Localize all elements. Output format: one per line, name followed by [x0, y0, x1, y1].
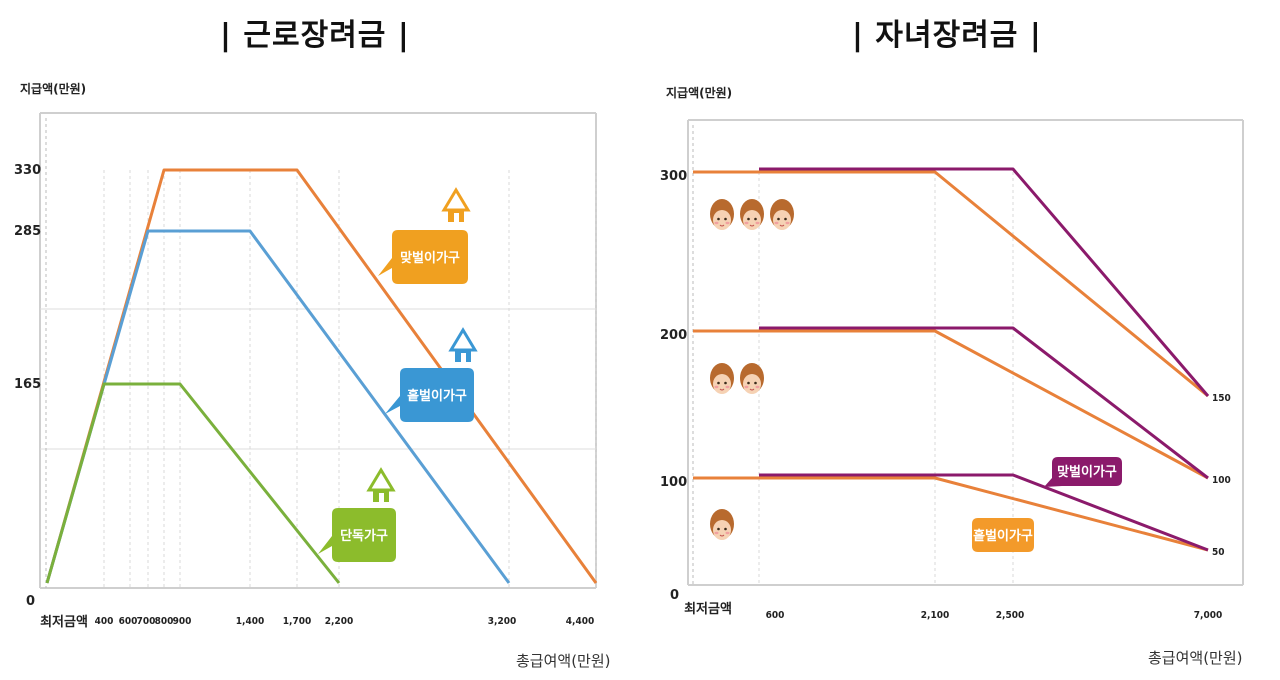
bubble-double-income-purple-label: 맞벌이가구 [1057, 464, 1117, 480]
left-series-lines [45, 168, 598, 584]
left-x-tick-label: 1,400 [236, 616, 264, 627]
left-y-axis-label: 지급액(만원) [20, 82, 87, 96]
right-y-tick-label: 300 [660, 169, 687, 184]
right-plot-frame [687, 119, 1244, 586]
right-x-axis-label: 총급여액(만원) [1148, 649, 1243, 667]
right-series-line-0-1 [759, 326, 1209, 480]
bubble-single-income-orange: 홑벌이가구 [972, 518, 1034, 552]
left-x-tick-label: 900 [173, 616, 192, 627]
right-series-line-0-0 [759, 167, 1210, 397]
child-face-icon [770, 199, 794, 230]
house-icon [441, 187, 471, 222]
right-series-lines [693, 167, 1210, 552]
left-plot-frame [39, 112, 597, 589]
right-x-tick-label: 7,000 [1194, 610, 1222, 621]
right-y-tick-label: 200 [660, 328, 687, 343]
right-series-line-1-0 [693, 170, 1209, 398]
left-series-line-2 [45, 382, 341, 584]
right-chart-title: | 자녀장려금 | [852, 18, 1042, 53]
left-x-tick-label: 700 [137, 616, 156, 627]
left-x-tick-label: 800 [155, 616, 174, 627]
left-x-tick-label: 4,400 [566, 616, 594, 627]
left-x-tick-label: 600 [119, 616, 138, 627]
child-face-icon [740, 363, 764, 394]
right-y-axis-label: 지급액(만원) [666, 86, 733, 100]
bubble-double-income: 맞벌이가구 [378, 230, 468, 284]
child-face-icon [710, 509, 734, 540]
right-end-label: 50 [1212, 547, 1225, 558]
left-y-ticks: 0 165 285 330 [14, 163, 41, 609]
left-x-tick-label: 최저금액 [40, 615, 88, 630]
bubble-double-income-label: 맞벌이가구 [400, 250, 460, 266]
right-x-tick-label: 최저금액 [684, 602, 732, 617]
child-faces [710, 199, 794, 540]
left-y-tick-label: 330 [14, 163, 41, 178]
right-end-label: 150 [1212, 393, 1231, 404]
right-x-tick-label: 2,500 [996, 610, 1024, 621]
right-series-line-1-1 [693, 329, 1209, 480]
bubble-single-income: 홑벌이가구 [385, 368, 474, 422]
left-series-line-0 [45, 168, 598, 584]
right-y-tick-label: 0 [670, 588, 679, 603]
child-face-icon [740, 199, 764, 230]
right-vertical-guides [692, 125, 1014, 585]
right-x-tick-label: 600 [766, 610, 785, 621]
left-x-tick-label: 3,200 [488, 616, 516, 627]
left-x-tick-label: 400 [95, 616, 114, 627]
bubble-single-income-orange-label: 홑벌이가구 [973, 528, 1033, 544]
child-face-icon [710, 363, 734, 394]
left-x-tick-label: 2,200 [325, 616, 353, 627]
right-x-tick-label: 2,100 [921, 610, 949, 621]
right-series-line-0-2 [759, 473, 1209, 552]
child-face-icon [710, 199, 734, 230]
bubble-single-household: 단독가구 [318, 508, 396, 562]
left-x-ticks: 최저금액 400 600 700 800 900 1,400 1,700 2,200 3,200 4… [40, 615, 594, 630]
left-y-tick-label: 285 [14, 224, 41, 239]
left-x-axis-label: 총급여액(만원) [516, 652, 611, 670]
right-y-tick-label: 100 [660, 475, 687, 490]
bubble-single-household-label: 단독가구 [340, 528, 388, 544]
right-x-ticks: 최저금액 600 2,100 2,500 7,000 [684, 602, 1222, 621]
left-y-tick-label: 165 [14, 377, 41, 392]
right-end-label: 100 [1212, 475, 1231, 486]
bubble-single-income-label: 홑벌이가구 [407, 388, 467, 404]
left-x-tick-label: 1,700 [283, 616, 311, 627]
house-icon [366, 467, 396, 502]
right-series-line-1-2 [693, 476, 1209, 552]
left-y-tick-label: 0 [26, 594, 35, 609]
right-end-labels: 150 100 50 [1212, 393, 1231, 558]
house-icon [448, 327, 478, 362]
bubble-double-income-purple: 맞벌이가구 [1044, 457, 1122, 487]
left-vertical-guides [45, 118, 597, 588]
right-y-ticks: 0 100 200 300 [660, 169, 687, 603]
left-chart-title: | 근로장려금 | [220, 18, 410, 53]
